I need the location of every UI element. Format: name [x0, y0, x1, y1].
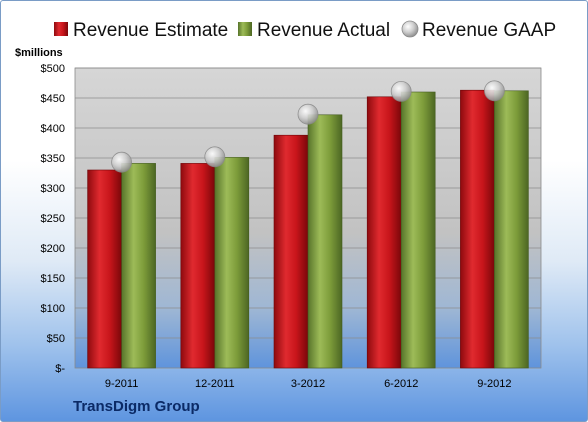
y-tick-label: $450 — [41, 93, 65, 105]
gaap-marker — [297, 103, 319, 125]
x-tick-labels: 9-2011 12-2011 3-2012 6-2012 9-2012 — [105, 378, 512, 390]
legend-label-gaap: Revenue GAAP — [422, 20, 556, 41]
legend-swatch-actual — [238, 22, 252, 36]
bar-actual — [121, 163, 156, 369]
gaap-marker — [483, 80, 505, 102]
legend: Revenue Estimate Revenue Actual Revenue … — [54, 20, 556, 41]
y-tick-label: $400 — [41, 123, 65, 135]
bar-estimate — [180, 163, 216, 369]
bars — [87, 89, 529, 369]
x-tick-label: 12-2011 — [195, 378, 235, 390]
bar-actual — [307, 114, 343, 369]
bar-estimate — [273, 134, 309, 369]
gaap-marker — [390, 81, 412, 102]
x-tick-label: 6-2012 — [384, 378, 418, 390]
y-tick-label: $50 — [47, 333, 65, 345]
bar-estimate — [366, 96, 402, 369]
company-name: TransDigm Group — [73, 398, 200, 415]
y-tick-label: $100 — [41, 303, 65, 315]
y-tick-label: $150 — [41, 273, 65, 285]
y-tick-label: $200 — [41, 243, 65, 255]
bar-actual — [400, 91, 436, 369]
y-axis-unit-label: $millions — [15, 47, 63, 59]
legend-label-estimate: Revenue Estimate — [73, 20, 228, 41]
gaap-marker — [204, 146, 226, 168]
bar-actual — [494, 90, 529, 369]
x-tick-label: 9-2012 — [477, 378, 511, 390]
y-tick-label: $350 — [41, 153, 65, 165]
gaap-markers — [111, 80, 505, 173]
bar-actual — [214, 157, 250, 369]
bar-estimate — [460, 89, 495, 369]
y-tick-label: $300 — [41, 183, 65, 195]
legend-swatch-gaap — [401, 20, 419, 38]
y-tick-label: $500 — [41, 63, 65, 75]
legend-swatch-estimate — [54, 22, 68, 36]
gaap-marker — [111, 151, 132, 173]
legend-label-actual: Revenue Actual — [257, 20, 390, 41]
x-tick-label: 9-2011 — [105, 378, 138, 390]
y-tick-label: $250 — [41, 213, 65, 225]
bar-estimate — [87, 169, 122, 369]
y-tick-labels: $- $50 $100 $150 $200 $250 $300 $350 $400 $450 $50… — [41, 63, 66, 375]
y-tick-label: $- — [55, 363, 65, 375]
x-tick-label: 3-2012 — [291, 378, 325, 390]
